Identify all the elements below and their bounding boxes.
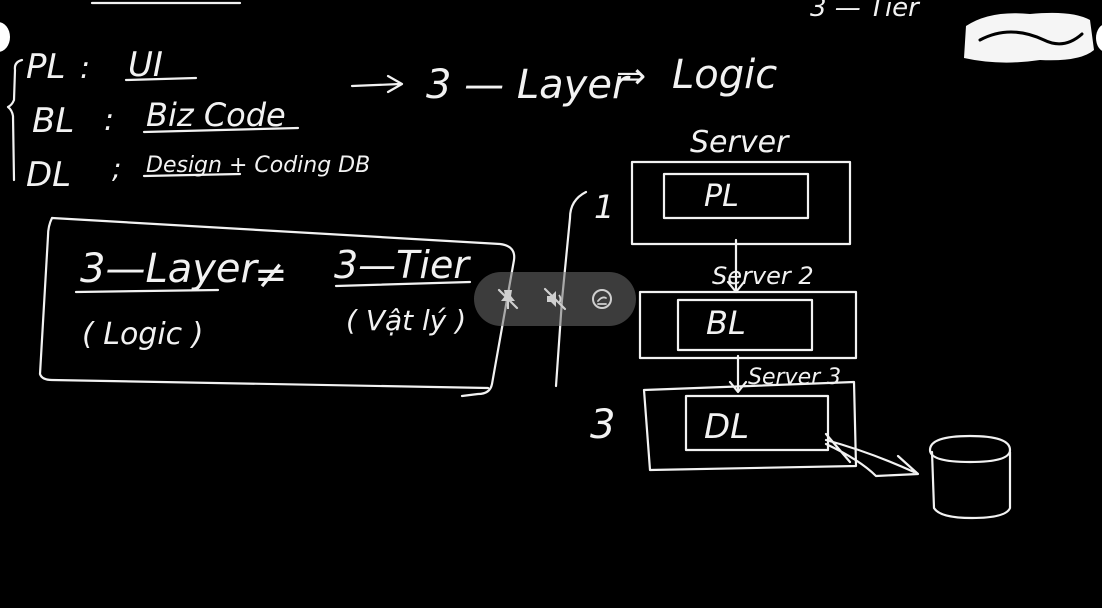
diagram-index-top: 1	[594, 188, 614, 226]
unpin-button[interactable]	[489, 280, 527, 318]
left-edge-handle	[0, 22, 10, 52]
layer-box-dl	[684, 394, 830, 452]
diagram-index-bottom: 3	[590, 402, 615, 448]
note-left-text: 3 — Layer	[426, 62, 631, 108]
note-arrow-symbol: ⇒	[616, 56, 646, 97]
comparison-left-sub: ( Logic )	[82, 317, 203, 352]
layer-abbr-dl: DL	[26, 155, 71, 195]
corner-scribble	[964, 12, 1094, 63]
comparison-right-title: 3—Tier	[334, 243, 471, 287]
pin-off-icon	[497, 288, 518, 310]
note-arrow-left	[350, 74, 404, 94]
layer-sep-bl: :	[104, 103, 114, 138]
layer-sep-dl: ;	[112, 152, 121, 185]
comparison-neq: ≠	[254, 252, 288, 298]
note-right-text: Logic	[672, 52, 777, 98]
comparison-right-sub: ( Vật lý )	[346, 304, 466, 337]
underline-ui	[124, 76, 198, 82]
mute-button[interactable]	[536, 280, 574, 318]
server-box-2	[638, 290, 858, 360]
layer-abbr-pl: PL	[26, 47, 65, 87]
top-partial-text: 3 — Tier	[810, 0, 921, 23]
mic-off-icon	[543, 287, 567, 311]
layer-box-dl-label: DL	[704, 407, 749, 447]
underline-biz-code	[142, 126, 300, 134]
left-brace	[6, 58, 24, 182]
layer-box-bl	[676, 298, 814, 352]
layer-sep-pl: :	[80, 51, 90, 86]
right-edge-handle	[1096, 24, 1102, 52]
layer-abbr-bl: BL	[32, 101, 74, 141]
meeting-control-bar	[474, 272, 636, 326]
layer-box-pl-label: PL	[704, 179, 739, 214]
annotate-button[interactable]	[583, 280, 621, 318]
comparison-left-title: 3—Layer	[80, 246, 260, 292]
underline-3-layer	[74, 288, 220, 294]
database-icon	[928, 434, 1012, 520]
layer-desc-bl: Biz Code	[146, 96, 286, 134]
diagram-top-label: Server	[690, 125, 790, 160]
layer-desc-dl: Design + Coding DB	[146, 153, 370, 178]
db-arrow	[824, 432, 920, 478]
layer-box-bl-label: BL	[706, 304, 746, 342]
link-label-server-2: Server 2	[712, 262, 814, 290]
server-box-1	[630, 160, 852, 246]
underline-3-tier	[334, 280, 472, 288]
layer-box-pl	[662, 172, 810, 220]
underline-design	[142, 172, 242, 178]
annotate-icon	[592, 289, 613, 309]
server-box-3	[642, 380, 858, 472]
